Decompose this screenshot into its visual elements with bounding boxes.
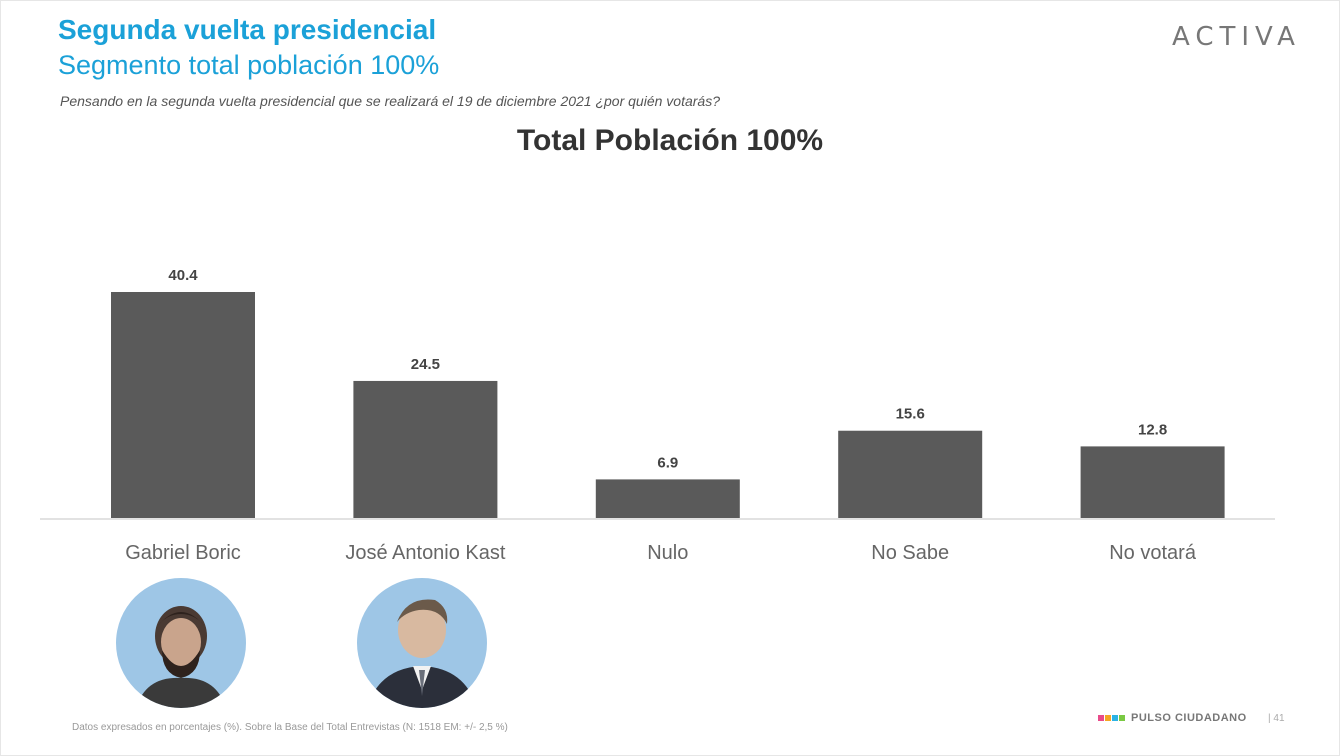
candidate-portrait-kast (357, 578, 487, 708)
bar (111, 292, 255, 518)
candidate-portrait-boric (116, 578, 246, 708)
category-label: Gabriel Boric (125, 542, 241, 564)
logo-text: PULSO CIUDADANO (1131, 712, 1247, 724)
value-label: 15.6 (896, 406, 925, 423)
page-subtitle: Segmento total población 100% (58, 50, 440, 80)
logo-square-icon (1112, 715, 1118, 721)
category-label: No votará (1109, 542, 1197, 564)
category-label: José Antonio Kast (345, 542, 506, 564)
logo-square-icon (1119, 715, 1125, 721)
value-label: 24.5 (411, 356, 440, 373)
bar (838, 430, 983, 518)
page-number: | 41 (1268, 713, 1285, 724)
brand-logo: ACTIVA (1172, 22, 1301, 52)
category-label: No Sabe (871, 542, 949, 564)
value-label: 12.8 (1138, 421, 1167, 438)
bar (595, 479, 740, 518)
category-label: Nulo (647, 542, 688, 564)
logo-square-icon (1098, 715, 1104, 721)
survey-question: Pensando en la segunda vuelta presidenci… (60, 93, 720, 109)
chart-title: Total Población 100% (516, 124, 824, 157)
value-label: 40.4 (168, 267, 198, 284)
bar-chart: 40.4 Gabriel Boric 24.5 José Antonio Kast 6.… (40, 267, 1275, 564)
page-title: Segunda vuelta presidencial (58, 14, 437, 45)
footnote: Datos expresados en porcentajes (%). Sob… (72, 722, 508, 733)
pulso-ciudadano-logo: PULSO CIUDADANO (1098, 712, 1247, 724)
value-label: 6.9 (657, 454, 678, 471)
bar (1080, 446, 1225, 518)
bar (353, 380, 498, 518)
logo-square-icon (1105, 715, 1111, 721)
